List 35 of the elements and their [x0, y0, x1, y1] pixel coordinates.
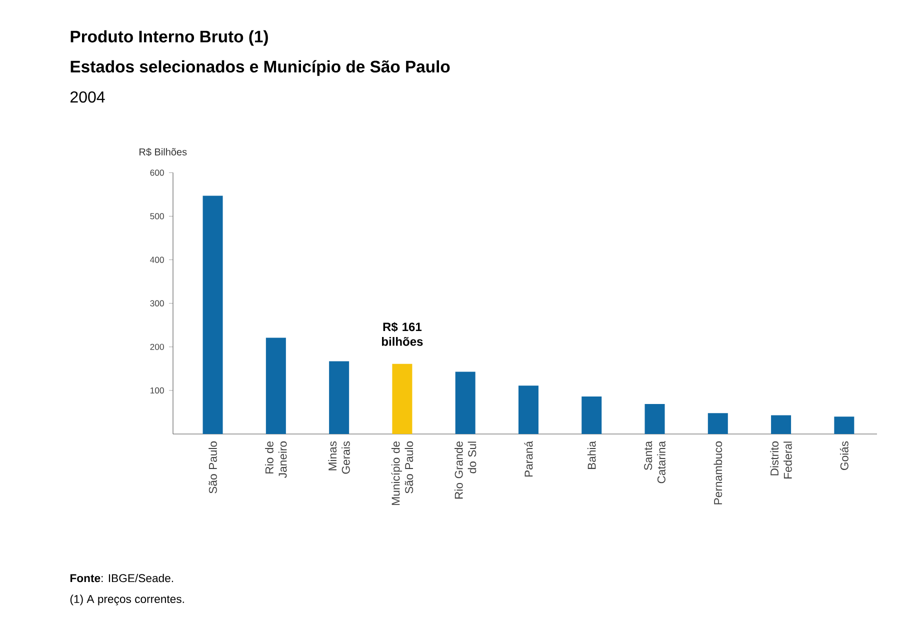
x-tick-label: Paraná [524, 440, 533, 477]
y-axis-title: R$ Bilhões [140, 148, 187, 156]
bar [582, 396, 602, 434]
x-tick-label: Rio Grande do Sul [454, 441, 476, 499]
x-tick-label: Município de São Paulo [391, 441, 414, 505]
annotation: R$ 161 bilhões [382, 322, 423, 346]
y-tick-label: 200 [150, 344, 164, 350]
x-tick-label: Pernambuco [714, 441, 722, 504]
y-tick-label: 400 [150, 256, 164, 263]
x-tick-label: Minas Gerais [328, 441, 350, 474]
bar [329, 361, 350, 434]
bar [771, 415, 792, 434]
text: (1) A preços correntes. [70, 594, 184, 606]
y-tick-label: 100 [150, 387, 164, 394]
bar [518, 386, 538, 434]
x-tick-label: Bahia [587, 440, 596, 469]
text: 2004 [70, 91, 105, 103]
chart-subtitle: Estados selecionados e Município de São Paulo [70, 60, 450, 76]
bar [455, 372, 476, 434]
bar [202, 196, 223, 434]
chart-title: Produto Interno Bruto (1) [70, 30, 268, 46]
bar [644, 404, 665, 434]
x-tick-label: Distrito Federal [770, 441, 792, 478]
y-tick-label: 600 [150, 170, 164, 176]
x-tick-label: Rio de Janeiro [265, 441, 287, 478]
y-tick-label: 300 [150, 300, 164, 306]
y-tick-label: 500 [150, 213, 164, 220]
x-tick-label: Goiás [840, 441, 848, 470]
bar [834, 416, 854, 434]
bar [266, 338, 286, 434]
x-tick-label: São Paulo [208, 441, 217, 494]
x-tick-label: Santa Catarina [644, 440, 666, 484]
text: Fonte: IBGE/Seade. [70, 574, 174, 582]
bar [392, 364, 412, 434]
bar [708, 413, 728, 434]
